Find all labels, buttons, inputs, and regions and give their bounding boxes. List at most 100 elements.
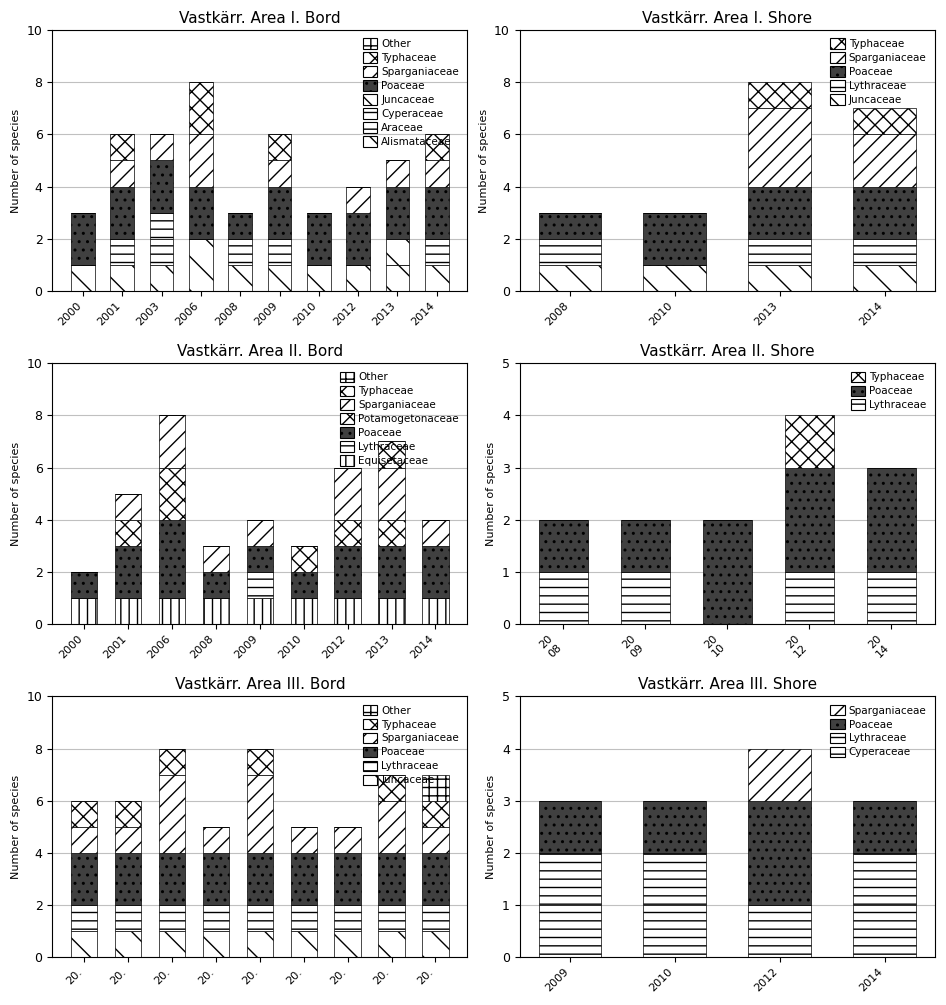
- Bar: [335, 827, 360, 853]
- Bar: [159, 415, 185, 467]
- Bar: [111, 264, 134, 290]
- Bar: [853, 264, 916, 290]
- Bar: [538, 213, 602, 238]
- Title: Vastkärr. Area I. Shore: Vastkärr. Area I. Shore: [642, 11, 813, 26]
- Bar: [422, 827, 448, 853]
- Bar: [748, 749, 811, 801]
- Y-axis label: Number of species: Number of species: [486, 775, 497, 878]
- Title: Vastkärr. Area III. Bord: Vastkärr. Area III. Bord: [175, 677, 345, 692]
- Bar: [422, 853, 448, 904]
- Bar: [422, 598, 448, 624]
- Bar: [71, 598, 97, 624]
- Bar: [853, 801, 916, 853]
- Bar: [748, 109, 811, 187]
- Bar: [247, 775, 273, 853]
- Bar: [378, 441, 405, 467]
- Bar: [335, 853, 360, 904]
- Bar: [247, 853, 273, 904]
- Y-axis label: Number of species: Number of species: [11, 441, 21, 546]
- Bar: [268, 135, 291, 161]
- Bar: [867, 572, 916, 624]
- Bar: [268, 161, 291, 187]
- Title: Vastkärr. Area II. Shore: Vastkärr. Area II. Shore: [640, 345, 815, 359]
- Bar: [538, 520, 587, 572]
- Bar: [643, 213, 707, 264]
- Bar: [71, 904, 97, 931]
- Bar: [202, 931, 229, 957]
- Bar: [386, 187, 410, 238]
- Bar: [422, 546, 448, 598]
- Bar: [643, 801, 707, 853]
- Bar: [346, 213, 370, 264]
- Bar: [346, 264, 370, 290]
- Bar: [159, 775, 185, 853]
- Bar: [621, 572, 670, 624]
- Bar: [422, 904, 448, 931]
- Bar: [785, 467, 834, 572]
- Legend: Other, Typhaceae, Sparganiaceae, Poaceae, Juncaceae, Cyperaceae, Araceae, Alisma: Other, Typhaceae, Sparganiaceae, Poaceae…: [359, 35, 463, 150]
- Title: Vastkärr. Area III. Shore: Vastkärr. Area III. Shore: [638, 677, 816, 692]
- Bar: [335, 904, 360, 931]
- Bar: [335, 931, 360, 957]
- Y-axis label: Number of species: Number of species: [486, 441, 497, 546]
- Bar: [159, 853, 185, 904]
- Bar: [307, 264, 330, 290]
- Bar: [111, 135, 134, 161]
- Bar: [115, 801, 141, 827]
- Bar: [159, 931, 185, 957]
- Bar: [425, 187, 448, 238]
- Bar: [785, 572, 834, 624]
- Bar: [202, 853, 229, 904]
- Bar: [290, 904, 317, 931]
- Bar: [538, 238, 602, 264]
- Bar: [111, 238, 134, 264]
- Bar: [538, 572, 587, 624]
- Bar: [189, 187, 213, 238]
- Bar: [748, 801, 811, 904]
- Bar: [115, 546, 141, 598]
- Bar: [159, 467, 185, 520]
- Bar: [307, 213, 330, 264]
- Bar: [115, 493, 141, 520]
- Bar: [268, 264, 291, 290]
- Bar: [115, 598, 141, 624]
- Bar: [425, 161, 448, 187]
- Bar: [111, 187, 134, 238]
- Bar: [159, 749, 185, 775]
- Bar: [335, 546, 360, 598]
- Bar: [378, 775, 405, 801]
- Bar: [247, 598, 273, 624]
- Legend: Other, Typhaceae, Sparganiaceae, Poaceae, Lythraceae, Juncaceae: Other, Typhaceae, Sparganiaceae, Poaceae…: [359, 701, 463, 789]
- Bar: [643, 904, 707, 957]
- Bar: [538, 264, 602, 290]
- Bar: [202, 598, 229, 624]
- Title: Vastkärr. Area II. Bord: Vastkärr. Area II. Bord: [177, 345, 342, 359]
- Bar: [71, 801, 97, 827]
- Bar: [386, 264, 410, 290]
- Bar: [785, 415, 834, 467]
- Bar: [189, 238, 213, 290]
- Bar: [425, 135, 448, 161]
- Bar: [149, 238, 173, 264]
- Bar: [247, 546, 273, 572]
- Bar: [115, 853, 141, 904]
- Legend: Sparganiaceae, Poaceae, Lythraceae, Cyperaceae: Sparganiaceae, Poaceae, Lythraceae, Cype…: [827, 701, 930, 761]
- Bar: [159, 520, 185, 598]
- Bar: [748, 187, 811, 238]
- Bar: [378, 546, 405, 598]
- Bar: [867, 467, 916, 572]
- Bar: [538, 801, 602, 853]
- Bar: [290, 598, 317, 624]
- Y-axis label: Number of species: Number of species: [11, 109, 21, 212]
- Bar: [149, 213, 173, 238]
- Bar: [853, 135, 916, 187]
- Legend: Other, Typhaceae, Sparganiaceae, Potamogetonaceae, Poaceae, Lythraceae, Equiseta: Other, Typhaceae, Sparganiaceae, Potamog…: [337, 369, 463, 469]
- Bar: [748, 238, 811, 264]
- Bar: [425, 238, 448, 264]
- Bar: [643, 853, 707, 904]
- Bar: [335, 467, 360, 520]
- Y-axis label: Number of species: Number of species: [479, 109, 488, 212]
- Bar: [290, 931, 317, 957]
- Bar: [748, 82, 811, 109]
- Bar: [202, 572, 229, 598]
